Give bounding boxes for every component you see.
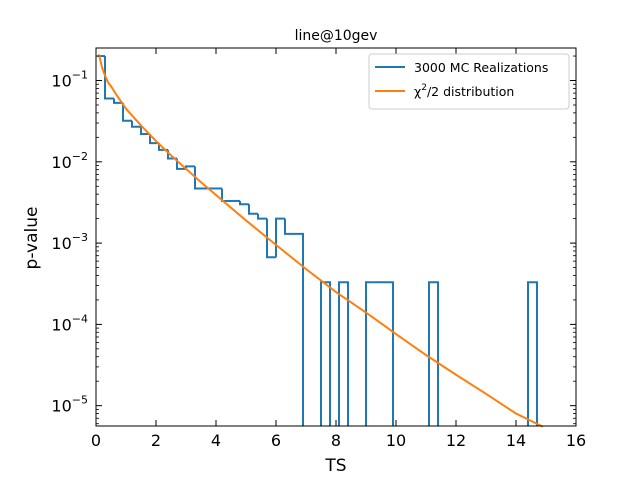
x-tick-label: 8 — [331, 431, 341, 450]
legend-chi-rest: /2 distribution — [427, 84, 514, 99]
plot-area — [97, 54, 544, 428]
x-tick-label: 6 — [271, 431, 281, 450]
histogram-bin — [131, 120, 141, 128]
histogram-bin — [284, 218, 294, 235]
x-tick-label: 12 — [446, 431, 466, 450]
x-tick-label: 0 — [91, 431, 101, 450]
legend-label-mc: 3000 MC Realizations — [414, 60, 548, 75]
histogram-bin — [384, 281, 394, 426]
y-tick-label: 10−4 — [51, 312, 88, 334]
histogram-bin — [365, 281, 375, 426]
legend-box — [368, 53, 570, 110]
y-tick-label: 10−3 — [51, 231, 88, 253]
x-tick-label: 2 — [151, 431, 161, 450]
legend-label-chi2: χ2/2 distribution — [414, 83, 514, 99]
histogram-bin — [122, 102, 132, 122]
x-tick-label: 14 — [506, 431, 526, 450]
histogram-bin — [104, 56, 114, 100]
histogram-bin — [294, 232, 304, 426]
histogram-bin — [239, 200, 249, 206]
y-tick-label: 10−2 — [51, 150, 88, 172]
histogram-bin — [257, 213, 267, 220]
chart-title: line@10gev — [295, 28, 378, 44]
legend-chi-symbol: χ — [414, 84, 421, 99]
histogram-bin — [527, 281, 538, 426]
histogram-bin — [338, 281, 349, 426]
legend-chi-superscript: 2 — [421, 83, 427, 93]
x-tick-label: 16 — [566, 431, 586, 450]
histogram-bin — [194, 166, 204, 190]
y-tick-label: 10−5 — [51, 394, 88, 416]
x-axis-label: TS — [324, 456, 346, 476]
histogram-bin — [140, 126, 150, 135]
histogram-bin — [266, 218, 276, 259]
x-tick-label: 4 — [211, 431, 221, 450]
plot-frame — [95, 47, 577, 427]
legend: 3000 MC Realizations χ2/2 distribution — [368, 53, 570, 110]
histogram-bin — [248, 204, 258, 215]
histogram-bin — [428, 281, 439, 426]
histogram-bin — [320, 281, 331, 426]
axis-ticks: 0 2 4 6 8 10 12 14 16 10−1 10−2 10−3 10−4 10−5 — [51, 48, 586, 450]
histogram-bin — [113, 98, 123, 104]
y-tick-label: 10−1 — [51, 69, 88, 91]
x-tick-label: 10 — [386, 431, 406, 450]
histogram-bin — [149, 133, 159, 145]
y-axis-label: p-value — [22, 207, 42, 270]
chi2-curve — [98, 54, 544, 428]
